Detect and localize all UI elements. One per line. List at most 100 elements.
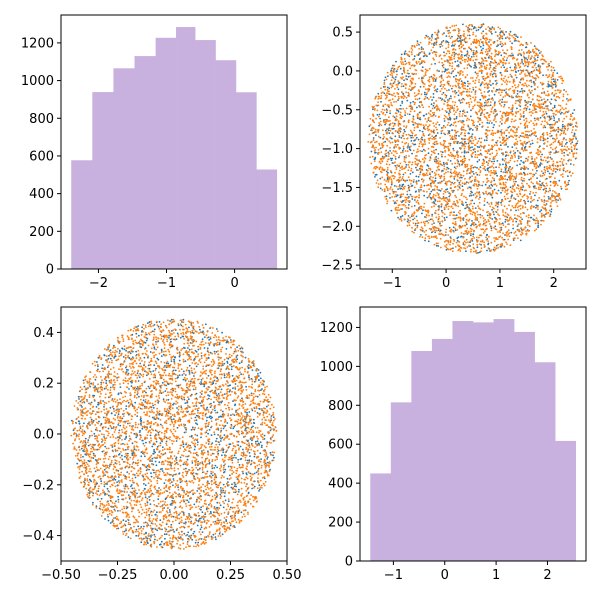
scatter-point (449, 142, 452, 145)
x-tick-label: −1 (157, 276, 176, 291)
scatter-point (451, 67, 454, 70)
scatter-point (370, 127, 373, 130)
scatter-point (422, 209, 424, 212)
scatter-point (486, 99, 489, 101)
scatter-point (519, 156, 522, 159)
scatter-point (494, 101, 496, 103)
scatter-point (391, 188, 394, 191)
scatter-point (526, 130, 528, 133)
scatter-point (420, 189, 422, 191)
scatter-point (525, 157, 527, 160)
scatter-point (473, 250, 475, 253)
scatter-point (461, 182, 464, 185)
scatter-point (491, 192, 494, 195)
scatter-point (470, 202, 472, 205)
scatter-point (495, 201, 498, 204)
scatter-point (486, 214, 489, 217)
scatter-point (454, 39, 457, 42)
scatter-point (386, 92, 388, 95)
scatter-point (428, 159, 431, 162)
scatter-point (514, 131, 516, 134)
scatter-point (446, 76, 449, 79)
scatter-point (491, 61, 493, 64)
scatter-point (433, 141, 436, 144)
scatter-point (543, 188, 546, 190)
scatter-point (407, 133, 410, 136)
scatter-point (449, 76, 451, 78)
scatter-point (454, 129, 457, 132)
scatter-point (460, 147, 462, 150)
scatter-point (453, 166, 456, 169)
scatter-point (527, 200, 530, 203)
scatter-point (372, 115, 375, 117)
scatter-point (454, 227, 457, 230)
scatter-point (558, 97, 561, 99)
scatter-point (532, 48, 534, 51)
scatter-point (483, 160, 485, 163)
scatter-point (384, 76, 387, 79)
scatter-point (495, 50, 498, 52)
scatter-point (397, 109, 399, 112)
scatter-point (421, 50, 423, 53)
scatter-point (493, 104, 496, 107)
scatter-point (574, 136, 577, 139)
scatter-point (480, 72, 483, 74)
scatter-point (415, 122, 417, 125)
scatter-point (455, 241, 458, 244)
scatter-point (481, 111, 484, 113)
y-tick-label: 800 (29, 112, 54, 127)
scatter-point (477, 221, 480, 223)
scatter-point (474, 196, 477, 199)
scatter-point (571, 150, 573, 153)
scatter-point (532, 173, 535, 176)
scatter-point (377, 131, 380, 133)
scatter-point (412, 214, 415, 217)
scatter-point (474, 192, 477, 195)
scatter-point (519, 135, 522, 137)
scatter-point (465, 201, 467, 204)
scatter-point (445, 35, 448, 37)
scatter-point (506, 67, 508, 70)
scatter-point (531, 162, 533, 165)
scatter-point (501, 158, 504, 161)
scatter-point (505, 83, 508, 86)
scatter-point (476, 128, 479, 131)
scatter-point (472, 173, 475, 175)
plot-area (367, 23, 579, 255)
scatter-point (386, 144, 389, 147)
scatter-point (398, 134, 401, 137)
scatter-point (416, 226, 419, 229)
scatter-point (518, 66, 521, 69)
scatter-point (395, 84, 398, 86)
scatter-point (449, 58, 452, 61)
scatter-point (562, 132, 565, 135)
scatter-point (425, 172, 428, 175)
scatter-point (472, 49, 475, 52)
scatter-point (430, 103, 433, 106)
scatter-point (505, 154, 508, 157)
scatter-point (548, 74, 551, 76)
scatter-point (499, 61, 502, 63)
scatter-point (519, 188, 522, 191)
scatter-point (387, 90, 389, 93)
scatter-point (461, 202, 464, 204)
scatter-point (381, 142, 383, 145)
scatter-point (446, 101, 449, 104)
scatter-point (483, 91, 486, 93)
scatter-point (515, 203, 518, 206)
scatter-point (485, 117, 488, 120)
scatter-point (452, 242, 454, 245)
scatter-point (444, 245, 446, 247)
scatter-point (533, 229, 536, 232)
scatter-point (483, 241, 485, 244)
scatter-point (423, 222, 426, 225)
scatter-point (559, 75, 562, 78)
scatter-point (399, 216, 402, 218)
scatter-point (535, 152, 538, 155)
scatter-point (430, 39, 433, 41)
scatter-point (486, 119, 489, 122)
scatter-point (559, 105, 562, 107)
scatter-point (453, 44, 455, 47)
scatter-point (468, 127, 471, 129)
scatter-point (504, 95, 507, 97)
